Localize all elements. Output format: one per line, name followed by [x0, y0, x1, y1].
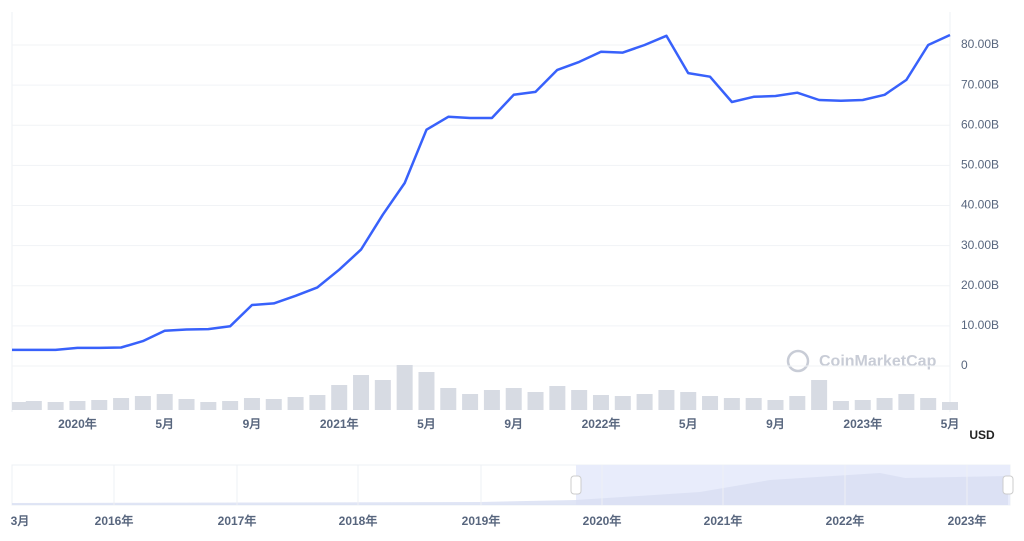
navigator-label: 2017年 [218, 513, 257, 528]
x-tick-label: 2020年 [58, 416, 97, 431]
navigator-label: 2021年 [704, 513, 743, 528]
navigator-label: 2022年 [826, 513, 865, 528]
x-tick-label: 2022年 [582, 416, 621, 431]
navigator-label: 2016年 [95, 513, 134, 528]
volume-bar [702, 396, 719, 410]
volume-bar [832, 401, 849, 410]
volume-bar [418, 372, 435, 410]
watermark-logo [786, 349, 810, 373]
volume-bar [309, 395, 326, 410]
volume-bar [243, 398, 260, 410]
x-tick-label: 5月 [679, 417, 698, 431]
navigator-area [12, 473, 1008, 505]
volume-bar [505, 388, 522, 410]
navigator-label: 2019年 [462, 513, 501, 528]
volume-bar [265, 399, 282, 410]
volume-bar [12, 402, 28, 410]
volume-bar [658, 390, 675, 410]
y-tick-label: 40.00B [961, 198, 999, 212]
x-tick-label: 2021年 [320, 416, 359, 431]
volume-bar [200, 402, 217, 410]
volume-bar [440, 388, 457, 410]
volume-bar [222, 401, 239, 410]
watermark: CoinMarketCap [819, 353, 937, 370]
volume-bar [331, 385, 348, 410]
volume-bar [396, 365, 413, 410]
volume-bar [549, 386, 566, 410]
y-tick-label: 80.00B [961, 37, 999, 51]
volume-bar [571, 390, 588, 410]
volume-bar [942, 402, 958, 410]
volume-bar [811, 380, 828, 410]
volume-bar [156, 394, 173, 410]
volume-bar [113, 398, 130, 410]
navigator-label: 2018年 [339, 513, 378, 528]
volume-bar [854, 400, 871, 410]
x-tick-label: 5月 [941, 417, 960, 431]
unit-label: USD [969, 428, 995, 442]
y-tick-label: 50.00B [961, 158, 999, 172]
volume-bar [25, 401, 42, 410]
navigator-label: 2023年 [948, 513, 987, 528]
line-series [12, 33, 951, 352]
y-tick-label: 0 [961, 358, 968, 372]
volume-bar [898, 394, 915, 410]
x-tick-label: 2023年 [843, 416, 882, 431]
navigator-handle[interactable] [570, 475, 582, 495]
x-tick-label: 9月 [766, 417, 785, 431]
volume-bar [69, 401, 86, 410]
volume-bar [614, 396, 631, 410]
navigator-label: 3月 [11, 514, 30, 528]
x-tick-label: 5月 [417, 417, 436, 431]
y-tick-label: 60.00B [961, 117, 999, 131]
y-tick-label: 20.00B [961, 278, 999, 292]
x-tick-label: 5月 [155, 417, 174, 431]
volume-bar [47, 402, 64, 410]
navigator-handle[interactable] [1002, 475, 1014, 495]
volume-bar [680, 392, 697, 410]
y-tick-label: 10.00B [961, 318, 999, 332]
volume-bar [745, 398, 762, 410]
x-tick-label: 9月 [504, 417, 523, 431]
volume-bar [178, 399, 195, 410]
volume-bar [483, 390, 500, 410]
volume-bar [462, 394, 479, 410]
navigator-label: 2020年 [583, 513, 622, 528]
y-tick-label: 70.00B [961, 77, 999, 91]
volume-bar [134, 396, 151, 410]
volume-bar [636, 394, 653, 410]
volume-bar [527, 392, 544, 410]
volume-bar [876, 398, 893, 410]
volume-bar [353, 375, 370, 410]
volume-bar [592, 395, 609, 410]
volume-bar [91, 400, 108, 410]
volume-bar [767, 400, 784, 410]
x-tick-label: 9月 [243, 417, 262, 431]
volume-bar [723, 398, 740, 410]
y-tick-label: 30.00B [961, 238, 999, 252]
volume-bar [374, 380, 391, 410]
volume-bar [920, 398, 937, 410]
volume-bar [287, 397, 304, 410]
volume-bar [789, 396, 806, 410]
